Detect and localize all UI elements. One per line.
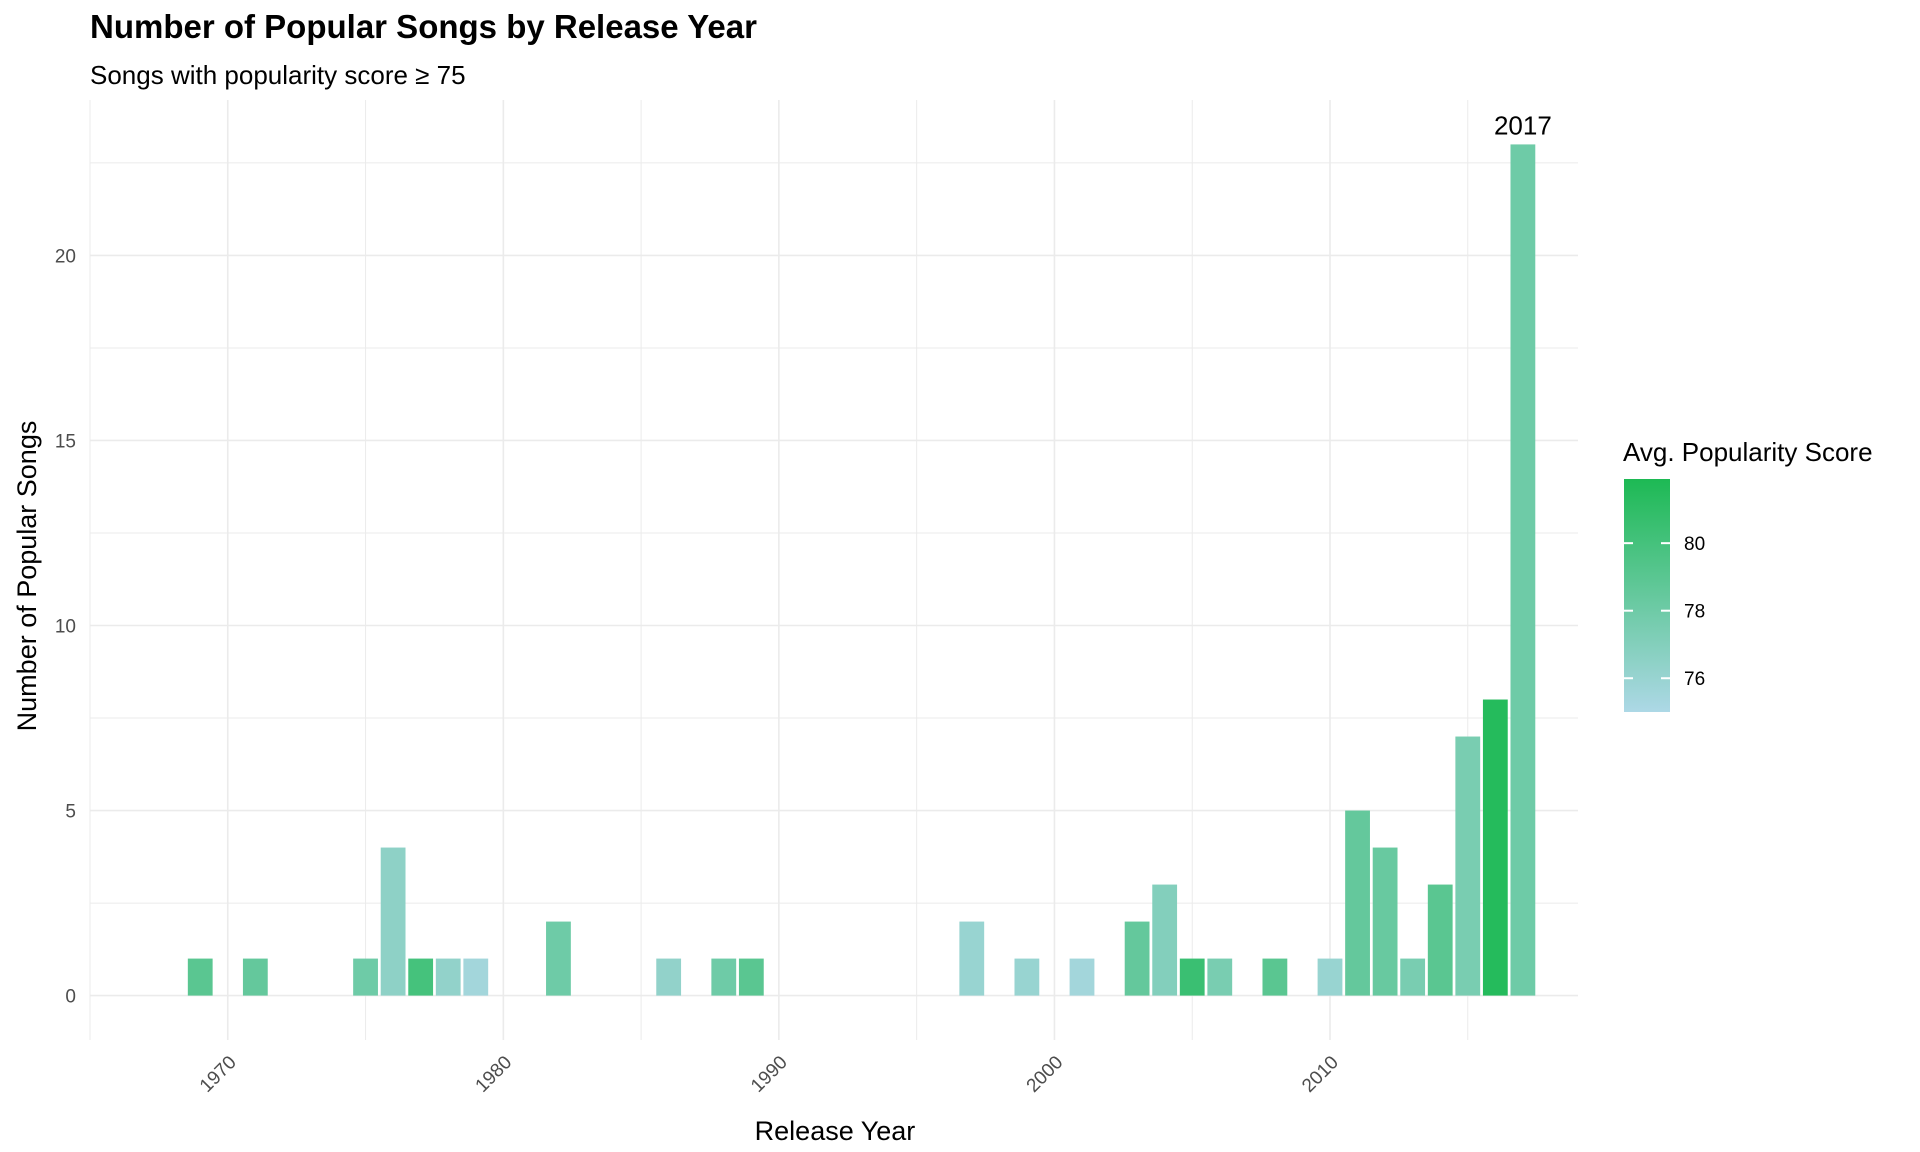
x-axis-label: Release Year — [755, 1116, 916, 1146]
grid — [89, 100, 1578, 1040]
bar-2006 — [1207, 958, 1233, 996]
bar-2010 — [1317, 958, 1343, 996]
x-tick-label: 1990 — [747, 1052, 792, 1097]
bar-2011 — [1345, 810, 1370, 996]
bar-1975 — [353, 958, 378, 996]
bar-2017 — [1510, 144, 1536, 996]
y-tick-label: 20 — [55, 246, 76, 267]
bar-2003 — [1124, 921, 1150, 996]
bar-1982 — [546, 921, 571, 996]
bar-1999 — [1014, 958, 1040, 996]
y-tick-label: 15 — [55, 431, 76, 452]
peak-year-annotation: 2017 — [1494, 110, 1552, 140]
legend-tick-label: 76 — [1684, 669, 1705, 690]
bar-2004 — [1152, 884, 1178, 996]
bar-2008 — [1262, 958, 1288, 996]
bar-1979 — [463, 958, 489, 996]
bar-2014 — [1427, 884, 1453, 996]
y-tick-label: 10 — [55, 617, 76, 638]
bar-2001 — [1069, 958, 1095, 996]
chart-subtitle: Songs with popularity score ≥ 75 — [90, 60, 466, 90]
x-tick-label: 1970 — [196, 1052, 241, 1097]
color-legend: Avg. Popularity Score 76 78 80 — [1623, 437, 1873, 712]
y-tick-label: 0 — [65, 987, 76, 1008]
bar-2013 — [1400, 958, 1426, 996]
x-tick-label: 2010 — [1298, 1052, 1343, 1097]
legend-colorbar — [1624, 479, 1670, 712]
chart-title: Number of Popular Songs by Release Year — [90, 8, 757, 45]
bar-1969 — [187, 958, 213, 996]
bar-1976 — [380, 847, 406, 996]
legend-ticks: 76 78 80 — [1624, 534, 1705, 690]
legend-tick-label: 80 — [1684, 534, 1705, 555]
bar-2012 — [1372, 847, 1398, 996]
bar-1988 — [711, 958, 737, 996]
bar-1971 — [242, 958, 268, 996]
bars — [187, 144, 1536, 996]
bar-1989 — [738, 958, 764, 996]
bar-1977 — [408, 958, 434, 996]
x-tick-label: 2000 — [1023, 1052, 1068, 1097]
legend-tick-label: 78 — [1684, 602, 1705, 623]
y-tick-label: 5 — [65, 802, 76, 823]
y-axis-label: Number of Popular Songs — [12, 421, 42, 732]
bar-2015 — [1455, 736, 1481, 996]
bar-2016 — [1482, 699, 1508, 996]
bar-1986 — [656, 958, 682, 996]
legend-title: Avg. Popularity Score — [1623, 437, 1873, 467]
bar-2005 — [1179, 958, 1205, 996]
x-tick-label: 1980 — [472, 1052, 517, 1097]
bar-1978 — [435, 958, 461, 996]
bar-1997 — [959, 921, 985, 996]
